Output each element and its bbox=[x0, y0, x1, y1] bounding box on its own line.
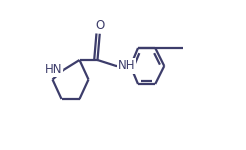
Text: HN: HN bbox=[45, 63, 62, 76]
Text: O: O bbox=[95, 19, 104, 32]
Text: NH: NH bbox=[118, 60, 135, 72]
